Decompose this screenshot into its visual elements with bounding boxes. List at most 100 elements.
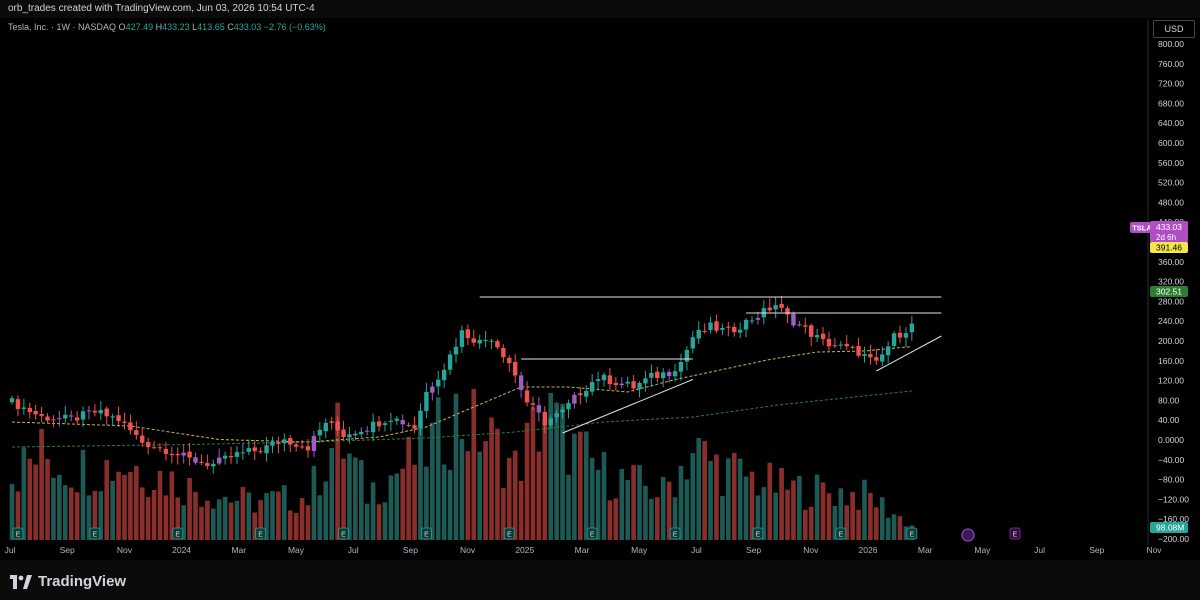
candle-body bbox=[51, 419, 56, 421]
volume-bar bbox=[128, 472, 133, 540]
time-axis-tick: Jul bbox=[691, 545, 702, 555]
candle-body bbox=[205, 463, 210, 466]
candle-body bbox=[240, 452, 246, 454]
candle-body bbox=[252, 447, 257, 452]
candle-body bbox=[773, 305, 778, 310]
volume-bar bbox=[477, 451, 482, 540]
time-axis-tick: Sep bbox=[403, 545, 418, 555]
candle-body bbox=[844, 343, 849, 347]
candle-body bbox=[678, 362, 684, 372]
candle-body bbox=[441, 369, 447, 381]
candle-body bbox=[785, 308, 790, 315]
earnings-marker-label: E bbox=[507, 532, 512, 539]
volume-bar bbox=[797, 475, 802, 540]
ma-slow-line bbox=[11, 390, 912, 448]
currency-selector[interactable]: USD bbox=[1153, 20, 1195, 38]
volume-bar bbox=[572, 433, 577, 540]
candle-body bbox=[856, 346, 861, 356]
candle-body bbox=[388, 420, 394, 422]
trendline bbox=[876, 335, 942, 372]
candle-body bbox=[524, 390, 530, 403]
volume-bar bbox=[222, 496, 228, 540]
volume-bar bbox=[566, 474, 571, 540]
time-axis-tick: Nov bbox=[117, 545, 133, 555]
volume-bar bbox=[276, 491, 281, 540]
volume-bar bbox=[341, 458, 346, 540]
close-label: C bbox=[227, 22, 234, 32]
candle-body bbox=[684, 349, 690, 362]
candle-body bbox=[737, 329, 743, 333]
earnings-marker bbox=[906, 527, 918, 540]
candle-body bbox=[27, 407, 32, 413]
volume-bar bbox=[743, 476, 749, 540]
candle-body bbox=[619, 383, 624, 386]
volume-bar bbox=[684, 479, 690, 540]
earnings-marker bbox=[752, 527, 764, 540]
candle-body bbox=[157, 447, 163, 449]
volume-bar bbox=[258, 500, 263, 540]
price-chart[interactable]: 800.00 760.00 720.00 680.00 640.00 600.00 560.… bbox=[0, 0, 1200, 560]
candle-body bbox=[199, 461, 204, 463]
candle-body bbox=[637, 383, 642, 390]
earnings-marker-label: E bbox=[673, 532, 678, 539]
candle-body bbox=[134, 430, 139, 435]
candle-body bbox=[862, 354, 867, 356]
price-axis-tick: 640.00 bbox=[1158, 118, 1184, 128]
volume-bar bbox=[601, 451, 607, 540]
footer: TradingView bbox=[0, 560, 1200, 600]
volume-bar bbox=[649, 498, 654, 540]
volume-bar bbox=[619, 468, 625, 540]
tradingview-logo[interactable]: TradingView bbox=[10, 573, 126, 590]
candle-body bbox=[128, 422, 133, 431]
earnings-marker bbox=[669, 527, 681, 540]
volume-bar bbox=[737, 458, 743, 540]
volume-bar bbox=[903, 526, 909, 540]
volume-bar bbox=[323, 481, 329, 540]
volume-bar bbox=[424, 466, 429, 540]
volume-bar bbox=[654, 497, 660, 540]
candle-body bbox=[323, 422, 328, 432]
candle-body bbox=[880, 354, 885, 362]
volume-bar bbox=[270, 491, 275, 540]
volume-bar bbox=[755, 495, 761, 540]
volume-bar bbox=[897, 516, 903, 540]
low-value: 413.65 bbox=[197, 22, 225, 32]
volume-bar bbox=[536, 451, 542, 540]
candle-body bbox=[110, 416, 115, 418]
candle-body bbox=[353, 433, 358, 436]
candle-body bbox=[453, 346, 459, 355]
time-axis-tick: May bbox=[974, 545, 991, 555]
candle-body bbox=[501, 348, 506, 358]
price-axis-tick: −40.00 bbox=[1158, 455, 1185, 465]
volume-bar bbox=[791, 480, 796, 540]
volume-bar bbox=[175, 497, 181, 540]
volume-bar bbox=[205, 500, 210, 540]
volume-bar bbox=[548, 392, 554, 540]
candle-body bbox=[625, 381, 630, 384]
price-axis-tick: 800.00 bbox=[1158, 39, 1184, 49]
candle-body bbox=[607, 375, 613, 385]
ma1-badge bbox=[1150, 242, 1188, 253]
candle-body bbox=[655, 371, 660, 378]
candle-body bbox=[293, 444, 299, 447]
candle-body bbox=[465, 329, 471, 339]
candle-body bbox=[276, 442, 281, 444]
time-axis-tick: Sep bbox=[60, 545, 75, 555]
candle-body bbox=[536, 405, 542, 413]
high-label: H bbox=[155, 22, 163, 32]
candle-body bbox=[507, 357, 512, 364]
candle-body bbox=[436, 379, 441, 387]
brand-label: TradingView bbox=[38, 573, 127, 590]
candle-body bbox=[45, 416, 50, 421]
volume-bar bbox=[802, 509, 808, 540]
earnings-marker bbox=[89, 527, 101, 540]
volume-bar bbox=[726, 458, 731, 540]
candle-body bbox=[104, 408, 109, 417]
candle-body bbox=[305, 446, 311, 451]
price-axis-tick: 520.00 bbox=[1158, 178, 1184, 188]
tradingview-logo-icon bbox=[10, 574, 32, 589]
price-axis-tick: 160.00 bbox=[1158, 356, 1184, 366]
volume-bar bbox=[151, 489, 157, 540]
price-axis-tick: −200.00 bbox=[1158, 534, 1189, 544]
volume-bar bbox=[773, 492, 778, 540]
